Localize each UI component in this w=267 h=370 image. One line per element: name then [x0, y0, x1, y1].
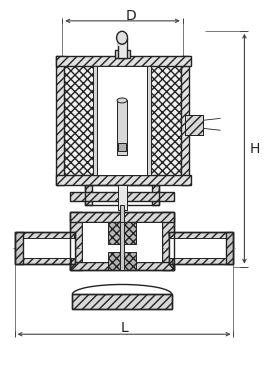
- Bar: [108, 222, 136, 244]
- Bar: [93, 65, 97, 175]
- Bar: [56, 175, 191, 185]
- Bar: [169, 232, 233, 263]
- Bar: [56, 56, 64, 185]
- Bar: [181, 56, 189, 185]
- Text: H: H: [249, 142, 260, 156]
- Bar: [85, 185, 92, 205]
- Bar: [70, 192, 174, 201]
- Bar: [185, 115, 203, 135]
- Bar: [169, 232, 233, 263]
- Bar: [72, 295, 172, 309]
- Bar: [120, 205, 124, 227]
- Bar: [226, 232, 233, 263]
- Bar: [97, 65, 147, 175]
- Text: D: D: [125, 9, 136, 23]
- Bar: [72, 295, 172, 309]
- Bar: [118, 143, 126, 151]
- Bar: [162, 212, 174, 270]
- Bar: [85, 185, 159, 205]
- Bar: [15, 232, 75, 263]
- Bar: [115, 50, 130, 58]
- Bar: [118, 185, 127, 210]
- Ellipse shape: [117, 98, 127, 103]
- Bar: [118, 38, 127, 46]
- Bar: [120, 222, 124, 270]
- Bar: [82, 222, 162, 262]
- Bar: [70, 212, 82, 270]
- Bar: [64, 65, 99, 175]
- Bar: [169, 238, 227, 258]
- Bar: [118, 38, 127, 58]
- Bar: [108, 252, 136, 270]
- Bar: [21, 238, 75, 258]
- Bar: [70, 212, 174, 270]
- Bar: [70, 212, 174, 222]
- Ellipse shape: [117, 31, 128, 44]
- Bar: [185, 115, 203, 135]
- Bar: [152, 185, 159, 205]
- Bar: [146, 65, 181, 175]
- Bar: [15, 232, 75, 263]
- Bar: [117, 100, 127, 155]
- Text: L: L: [120, 321, 128, 335]
- Bar: [147, 65, 151, 175]
- Bar: [15, 232, 23, 263]
- Bar: [56, 56, 191, 65]
- Bar: [70, 262, 174, 270]
